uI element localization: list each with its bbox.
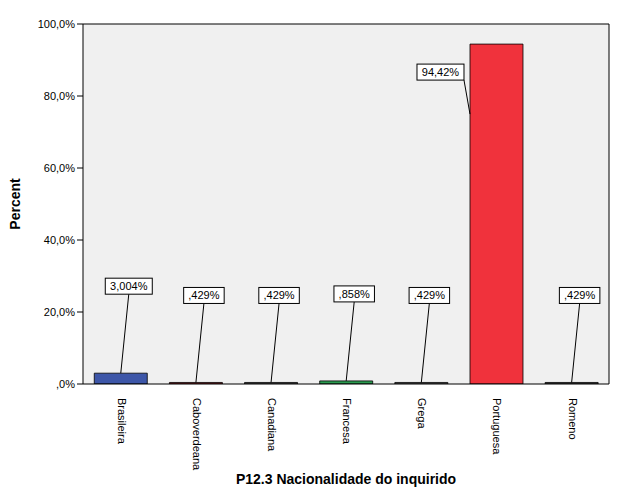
svg-text:,0%: ,0% — [56, 378, 75, 390]
svg-text:80,0%: 80,0% — [44, 90, 75, 102]
svg-text:,429%: ,429% — [414, 289, 445, 301]
svg-text:,858%: ,858% — [339, 288, 370, 300]
svg-text:,429%: ,429% — [188, 289, 219, 301]
svg-text:Grega: Grega — [416, 398, 428, 429]
svg-text:3,004%: 3,004% — [110, 280, 148, 292]
svg-text:60,0%: 60,0% — [44, 162, 75, 174]
svg-text:Romeno: Romeno — [567, 398, 579, 440]
svg-text:100,0%: 100,0% — [38, 18, 76, 30]
svg-text:P12.3 Nacionalidade do inquiri: P12.3 Nacionalidade do inquirido — [236, 471, 456, 487]
svg-text:Brasileira: Brasileira — [116, 398, 128, 445]
svg-text:40,0%: 40,0% — [44, 234, 75, 246]
svg-text:Francesa: Francesa — [341, 398, 353, 445]
svg-text:Caboverdeana: Caboverdeana — [191, 398, 203, 471]
svg-text:20,0%: 20,0% — [44, 306, 75, 318]
svg-text:94,42%: 94,42% — [422, 66, 460, 78]
svg-text:,429%: ,429% — [564, 289, 595, 301]
svg-text:Percent: Percent — [8, 178, 23, 230]
svg-text:,429%: ,429% — [263, 289, 294, 301]
svg-text:Portuguesa: Portuguesa — [491, 398, 503, 455]
svg-text:Canadiana: Canadiana — [266, 398, 278, 452]
